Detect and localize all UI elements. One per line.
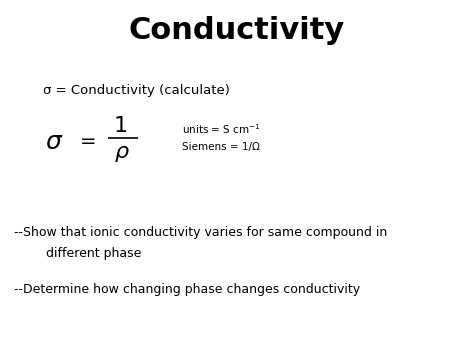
Text: $\sigma$: $\sigma$ — [46, 130, 64, 154]
Text: Conductivity: Conductivity — [129, 16, 345, 45]
Text: units = S cm$^{-1}$: units = S cm$^{-1}$ — [182, 123, 261, 136]
Text: --Determine how changing phase changes conductivity: --Determine how changing phase changes c… — [14, 283, 360, 296]
Text: 1: 1 — [114, 116, 128, 136]
Text: $\rho$: $\rho$ — [114, 144, 130, 164]
Text: σ = Conductivity (calculate): σ = Conductivity (calculate) — [43, 84, 229, 97]
Text: =: = — [80, 132, 96, 152]
Text: --Show that ionic conductivity varies for same compound in: --Show that ionic conductivity varies fo… — [14, 226, 387, 239]
Text: Siemens = 1/Ω: Siemens = 1/Ω — [182, 142, 260, 152]
Text: different phase: different phase — [14, 247, 142, 260]
